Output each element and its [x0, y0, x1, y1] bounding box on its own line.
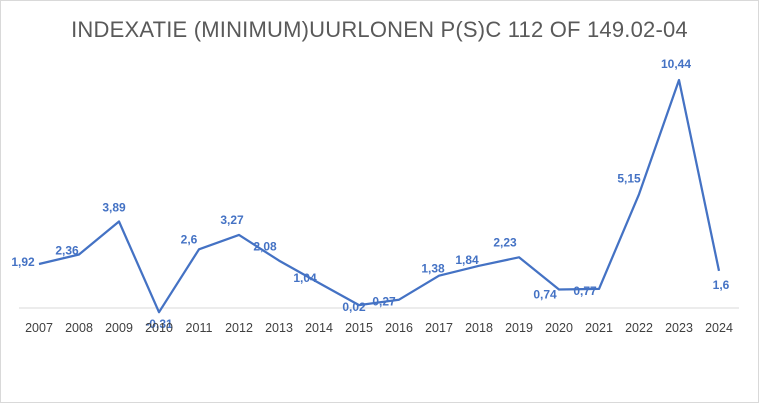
x-tick-2024: 2024: [705, 321, 733, 335]
chart-title: INDEXATIE (MINIMUM)UURLONEN P(S)C 112 OF…: [71, 17, 688, 42]
data-label-2019: 2,23: [493, 235, 517, 249]
data-label-2018: 1,84: [455, 253, 479, 267]
data-label-2022: 5,15: [617, 171, 641, 185]
data-label-2024: 1,6: [713, 278, 730, 292]
data-label-2023: 10,44: [661, 57, 691, 71]
x-tick-2009: 2009: [105, 321, 133, 335]
series-line: [38, 78, 721, 314]
x-tick-2010: 2010: [145, 321, 173, 335]
data-label-2007: 1,92: [11, 255, 35, 269]
data-label-2009: 3,89: [102, 200, 126, 214]
x-tick-2011: 2011: [186, 321, 213, 335]
data-points: [38, 79, 720, 313]
data-labels: 1,92 2,36 3,89 -0,31 2,6 3,27 2,08 1,04 0,02 0,27…: [11, 57, 729, 331]
x-tick-2014: 2014: [305, 321, 333, 335]
data-label-2012: 3,27: [220, 213, 244, 227]
x-tick-2007: 2007: [25, 321, 53, 335]
x-tick-2018: 2018: [465, 321, 493, 335]
x-tick-2008: 2008: [65, 321, 93, 335]
data-label-2010: -0,31: [145, 317, 173, 331]
x-tick-2013: 2013: [265, 321, 293, 335]
data-label-2008: 2,36: [55, 244, 79, 258]
data-label-2016: 0,27: [372, 295, 396, 309]
x-tick-2016: 2016: [385, 321, 413, 335]
x-tick-2021: 2021: [585, 321, 613, 335]
x-tick-labels: 2007 2008 2009 2010 2011 2012 2013 2014 2015 2016…: [25, 321, 733, 335]
data-label-2014: 1,04: [293, 271, 317, 285]
data-label-2011: 2,6: [181, 232, 198, 246]
data-label-2013: 2,08: [253, 240, 277, 254]
data-label-2021: 0,77: [573, 284, 597, 298]
x-tick-2023: 2023: [665, 321, 693, 335]
x-tick-2022: 2022: [625, 321, 653, 335]
x-tick-2015: 2015: [345, 321, 373, 335]
x-tick-2020: 2020: [545, 321, 573, 335]
data-label-2020: 0,74: [533, 288, 557, 302]
data-label-2015: 0,02: [342, 300, 366, 314]
x-tick-2012: 2012: [225, 321, 253, 335]
data-label-2017: 1,38: [421, 262, 445, 276]
x-tick-2017: 2017: [425, 321, 453, 335]
x-tick-2019: 2019: [505, 321, 533, 335]
